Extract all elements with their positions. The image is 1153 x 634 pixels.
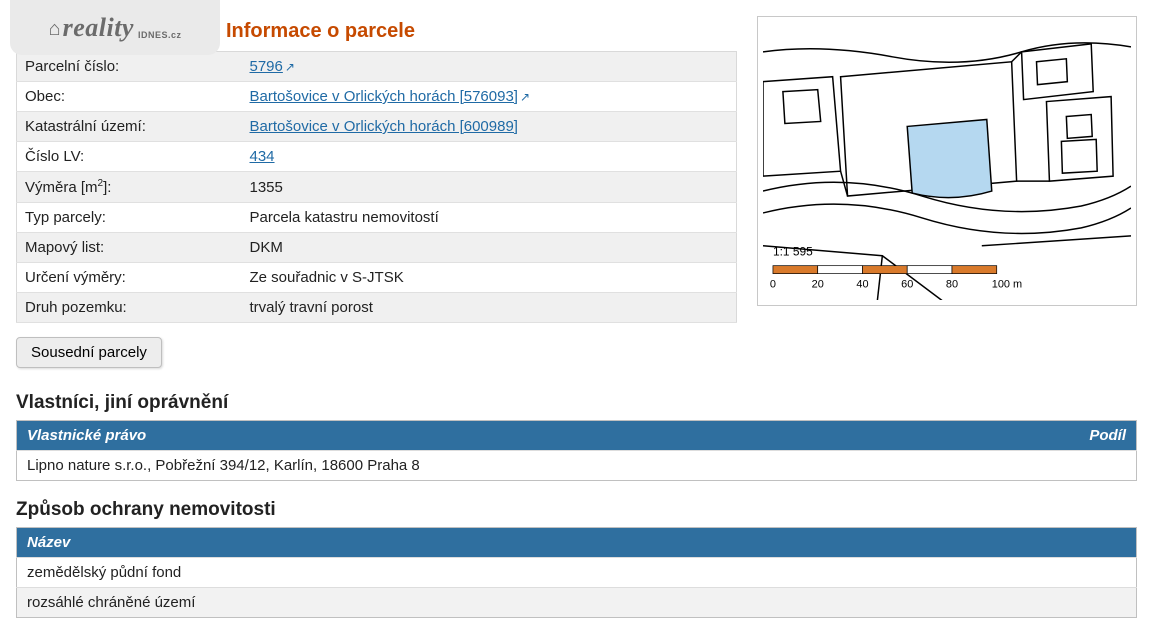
protection-heading: Způsob ochrany nemovitosti (16, 499, 1137, 521)
owners-col-share: Podíl (1000, 421, 1136, 451)
info-value: 5796↗ (242, 52, 737, 82)
info-value: 434 (242, 142, 737, 172)
info-label: Parcelní číslo: (17, 52, 242, 82)
svg-text:40: 40 (856, 279, 868, 291)
owner-share (1000, 451, 1136, 481)
info-value: 1355 (242, 172, 737, 203)
owners-heading: Vlastníci, jiní oprávnění (16, 392, 1137, 414)
protection-col-name: Název (17, 528, 1137, 558)
svg-text:100 m: 100 m (992, 279, 1022, 291)
info-value: Ze souřadnic v S-JTSK (242, 263, 737, 293)
info-link[interactable]: 434 (250, 148, 275, 165)
info-label: Mapový list: (17, 233, 242, 263)
svg-text:60: 60 (901, 279, 913, 291)
info-value: trvalý travní porost (242, 293, 737, 323)
protection-row: zemědělský půdní fond (17, 558, 1137, 588)
info-value: Parcela katastru nemovitostí (242, 203, 737, 233)
info-label: Obec: (17, 82, 242, 112)
svg-text:0: 0 (770, 279, 776, 291)
info-value: Bartošovice v Orlických horách [600989] (242, 112, 737, 142)
owner-name: Lipno nature s.r.o., Pobřežní 394/12, Ka… (17, 451, 1001, 481)
svg-text:1:1 595: 1:1 595 (773, 245, 813, 259)
logo-suffix: IDNES.cz (138, 30, 182, 40)
owners-col-right: Vlastnické právo (17, 421, 1001, 451)
info-label: Výměra [m2]: (17, 172, 242, 203)
info-value: Bartošovice v Orlických horách [576093]↗ (242, 82, 737, 112)
info-value: DKM (242, 233, 737, 263)
info-link[interactable]: Bartošovice v Orlických horách [576093] (250, 88, 518, 105)
info-link[interactable]: Bartošovice v Orlických horách [600989] (250, 118, 518, 135)
info-link[interactable]: 5796 (250, 58, 283, 75)
parcel-info-table: Parcelní číslo:5796↗Obec:Bartošovice v O… (16, 51, 737, 323)
cadastral-map: 1:1 595 0 20 40 60 80 100 m (757, 16, 1137, 306)
info-label: Druh pozemku: (17, 293, 242, 323)
house-icon: ⌂ (49, 19, 61, 39)
site-logo: ⌂ reality IDNES.cz (10, 0, 220, 55)
logo-brand: reality (63, 13, 134, 43)
info-label: Typ parcely: (17, 203, 242, 233)
svg-text:20: 20 (812, 279, 824, 291)
adjacent-parcels-button[interactable]: Sousední parcely (16, 337, 162, 368)
owners-table: Vlastnické právo Podíl Lipno nature s.r.… (16, 420, 1137, 481)
info-label: Určení výměry: (17, 263, 242, 293)
info-label: Číslo LV: (17, 142, 242, 172)
external-link-icon: ↗ (520, 90, 530, 104)
external-link-icon: ↗ (285, 60, 295, 74)
protection-table: Název zemědělský půdní fondrozsáhlé chrá… (16, 527, 1137, 618)
info-label: Katastrální území: (17, 112, 242, 142)
protection-row: rozsáhlé chráněné území (17, 588, 1137, 618)
svg-text:80: 80 (946, 279, 958, 291)
